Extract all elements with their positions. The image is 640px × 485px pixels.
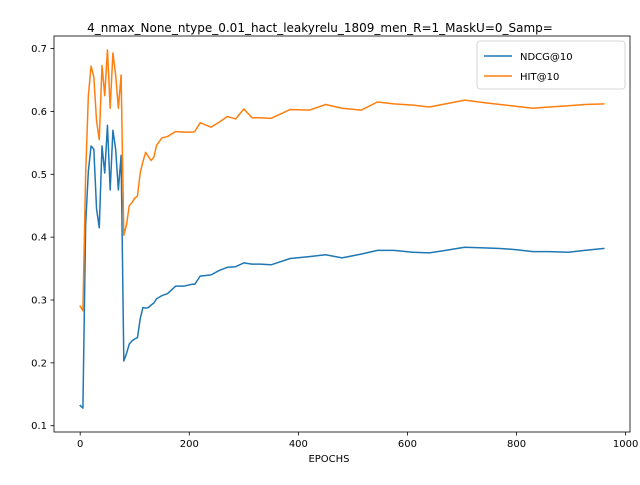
y-tick-label: 0.5 xyxy=(31,170,47,181)
plot-background xyxy=(54,36,630,432)
x-axis-ticks: 0 200 400 600 800 1000 xyxy=(77,432,638,450)
y-tick-label: 0.7 xyxy=(31,44,47,55)
legend-label-1: HIT@10 xyxy=(520,72,559,83)
chart-title: 4_nmax_None_ntype_0.01_hact_leakyrelu_18… xyxy=(87,21,553,35)
y-tick-label: 0.2 xyxy=(31,358,47,369)
x-tick-label: 1000 xyxy=(613,439,638,450)
y-tick-label: 0.6 xyxy=(31,107,47,118)
x-tick-label: 800 xyxy=(507,439,526,450)
x-axis-label: EPOCHS xyxy=(308,454,349,465)
legend-box xyxy=(476,40,626,90)
x-tick-label: 400 xyxy=(289,439,308,450)
series-line-1 xyxy=(79,49,605,312)
y-axis-ticks: 0.1 0.2 0.3 0.4 0.5 0.6 0.7 xyxy=(31,44,54,432)
x-tick-label: 600 xyxy=(398,439,417,450)
y-tick-label: 0.4 xyxy=(31,233,47,244)
y-tick-label: 0.1 xyxy=(31,421,47,432)
legend-label-0: NDCG@10 xyxy=(520,52,573,63)
plot-frame xyxy=(53,35,631,433)
x-tick-label: 200 xyxy=(180,439,199,450)
legend: NDCG@10 HIT@10 xyxy=(476,40,626,90)
plot-area xyxy=(54,36,630,432)
y-tick-label: 0.3 xyxy=(31,296,47,307)
x-tick-label: 0 xyxy=(77,439,83,450)
series-layer xyxy=(79,49,605,409)
series-line-0 xyxy=(79,124,605,409)
